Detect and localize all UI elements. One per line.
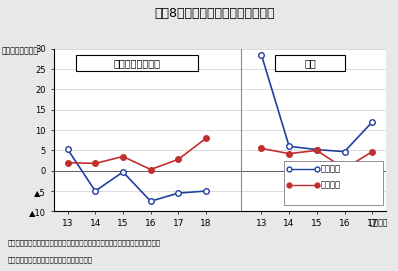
Point	[85, 168, 90, 171]
Text: 実績: 実績	[304, 58, 316, 68]
Text: 図袆8　経常利益と設備投資の関係: 図袆8 経常利益と設備投資の関係	[155, 7, 275, 20]
Point	[85, 169, 90, 172]
Line: 2 pts: 2 pts	[287, 183, 319, 187]
Text: 経常利益: 経常利益	[320, 164, 340, 173]
FancyBboxPatch shape	[76, 55, 198, 71]
Text: ６月調査（計画）: ６月調査（計画）	[113, 58, 160, 68]
Text: （資料）日本銀行「企業短期経済観測調査」: （資料）日本銀行「企業短期経済観測調査」	[8, 256, 93, 263]
Text: （年度）: （年度）	[370, 218, 388, 227]
Point	[87, 169, 92, 172]
Point	[87, 168, 92, 171]
FancyBboxPatch shape	[284, 160, 383, 205]
Text: 設備投資: 設備投資	[320, 180, 340, 189]
Text: （前年度比・％）: （前年度比・％）	[2, 46, 39, 55]
Line: 2 pts: 2 pts	[287, 166, 319, 171]
FancyBboxPatch shape	[275, 55, 345, 71]
Text: （注）全規模・全産業、設備投資は含む土地、除くソフトウェア、研究開発投資: （注）全規模・全産業、設備投資は含む土地、除くソフトウェア、研究開発投資	[8, 240, 161, 246]
